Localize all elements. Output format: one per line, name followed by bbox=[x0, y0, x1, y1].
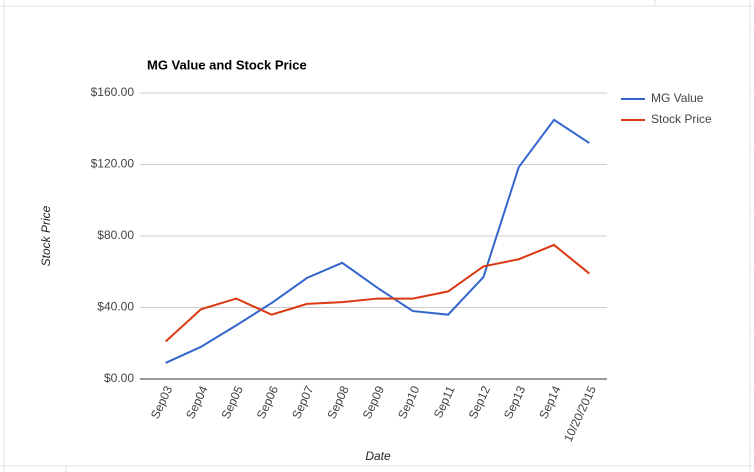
x-tick-label: Sep08 bbox=[324, 383, 351, 421]
y-tick-label: $80.00 bbox=[97, 228, 134, 242]
y-tick-label: $0.00 bbox=[104, 371, 134, 385]
x-tick-label: Sep06 bbox=[254, 383, 281, 421]
x-tick-label: Sep10 bbox=[395, 383, 422, 421]
x-tick-label: Sep09 bbox=[360, 383, 387, 421]
y-tick-label: $120.00 bbox=[91, 157, 135, 171]
line-series bbox=[164, 243, 590, 343]
x-tick-label: Sep13 bbox=[501, 383, 528, 421]
legend-label: MG Value bbox=[651, 91, 704, 105]
y-tick-label: $40.00 bbox=[97, 300, 134, 314]
x-axis-title: Date bbox=[365, 449, 391, 463]
x-tick-label: Sep07 bbox=[289, 383, 316, 421]
x-tick-label: Sep04 bbox=[183, 383, 210, 421]
line-series bbox=[165, 118, 590, 364]
x-tick-label: 10/20/2015 bbox=[561, 383, 599, 444]
x-tick-label: Sep11 bbox=[431, 383, 458, 420]
y-tick-label: $160.00 bbox=[91, 85, 135, 99]
y-axis-title: Stock Price bbox=[39, 205, 53, 266]
x-tick-label: Sep12 bbox=[466, 383, 493, 421]
x-tick-label: Sep05 bbox=[219, 383, 246, 421]
chart-title: MG Value and Stock Price bbox=[147, 57, 307, 72]
x-tick-label: Sep03 bbox=[148, 383, 175, 421]
x-tick-label: Sep14 bbox=[536, 383, 563, 421]
legend-label: Stock Price bbox=[651, 112, 712, 126]
